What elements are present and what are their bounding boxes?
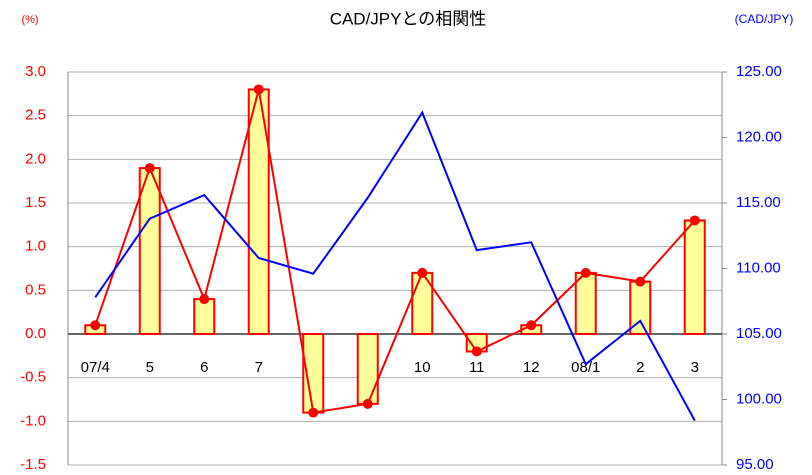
line: [94, 89, 696, 414]
x-tick-label: 08/1: [571, 359, 600, 376]
line-point: [308, 407, 319, 418]
y-tick-label: -0.5: [20, 369, 46, 386]
line-point: [689, 215, 700, 226]
y-tick-label: 0.5: [25, 281, 46, 298]
y-axis-label: (%): [21, 14, 38, 26]
x-tick-label: 7: [255, 359, 263, 376]
bar: [574, 271, 597, 336]
line-point: [580, 267, 591, 278]
y2-tick-label: 115.00: [736, 194, 781, 211]
bar: [193, 298, 216, 336]
x-tick-label: 6: [200, 359, 208, 376]
line: [94, 110, 696, 421]
line-point: [362, 398, 373, 409]
y-tick-label: 3.0: [25, 63, 46, 80]
y2-tick-label: 120.00: [736, 128, 782, 145]
y2-tick-label: 125.00: [736, 63, 782, 80]
x-tick-label: 5: [146, 359, 154, 376]
x-tick-label: 11: [469, 359, 485, 376]
y-tick-label: 0.0: [25, 325, 46, 342]
y2-tick-label: 95.00: [736, 456, 774, 473]
y2-tick-label: 100.00: [736, 390, 782, 407]
y2-tick-label: 110.00: [736, 259, 781, 276]
bar: [683, 219, 706, 335]
y-tick-label: 2.0: [25, 150, 46, 167]
line-point: [635, 276, 646, 287]
y-tick-label: -1.0: [20, 412, 46, 429]
x-tick-label: 2: [636, 359, 644, 376]
line-point: [253, 84, 264, 95]
y-tick-label: 2.5: [25, 107, 46, 124]
bar: [356, 333, 379, 405]
y-tick-label: -1.5: [20, 456, 46, 473]
line-point: [199, 294, 210, 305]
y2-axis-label: (CAD/JPY): [735, 12, 794, 26]
chart-title: CAD/JPYとの相関性: [330, 9, 487, 28]
x-tick-label: 12: [523, 359, 540, 376]
line-point: [90, 320, 101, 331]
bar: [138, 167, 161, 335]
y-tick-label: 1.0: [25, 238, 46, 255]
line-point: [471, 346, 482, 357]
x-tick-label: 07/4: [81, 359, 110, 376]
line-point: [526, 320, 537, 331]
x-tick-label: 10: [414, 359, 431, 376]
y2-tick-label: 105.00: [736, 325, 782, 342]
x-tick-label: 3: [691, 359, 699, 376]
y-tick-label: 1.5: [25, 194, 46, 211]
line-point: [144, 163, 155, 174]
line-point: [417, 267, 428, 278]
